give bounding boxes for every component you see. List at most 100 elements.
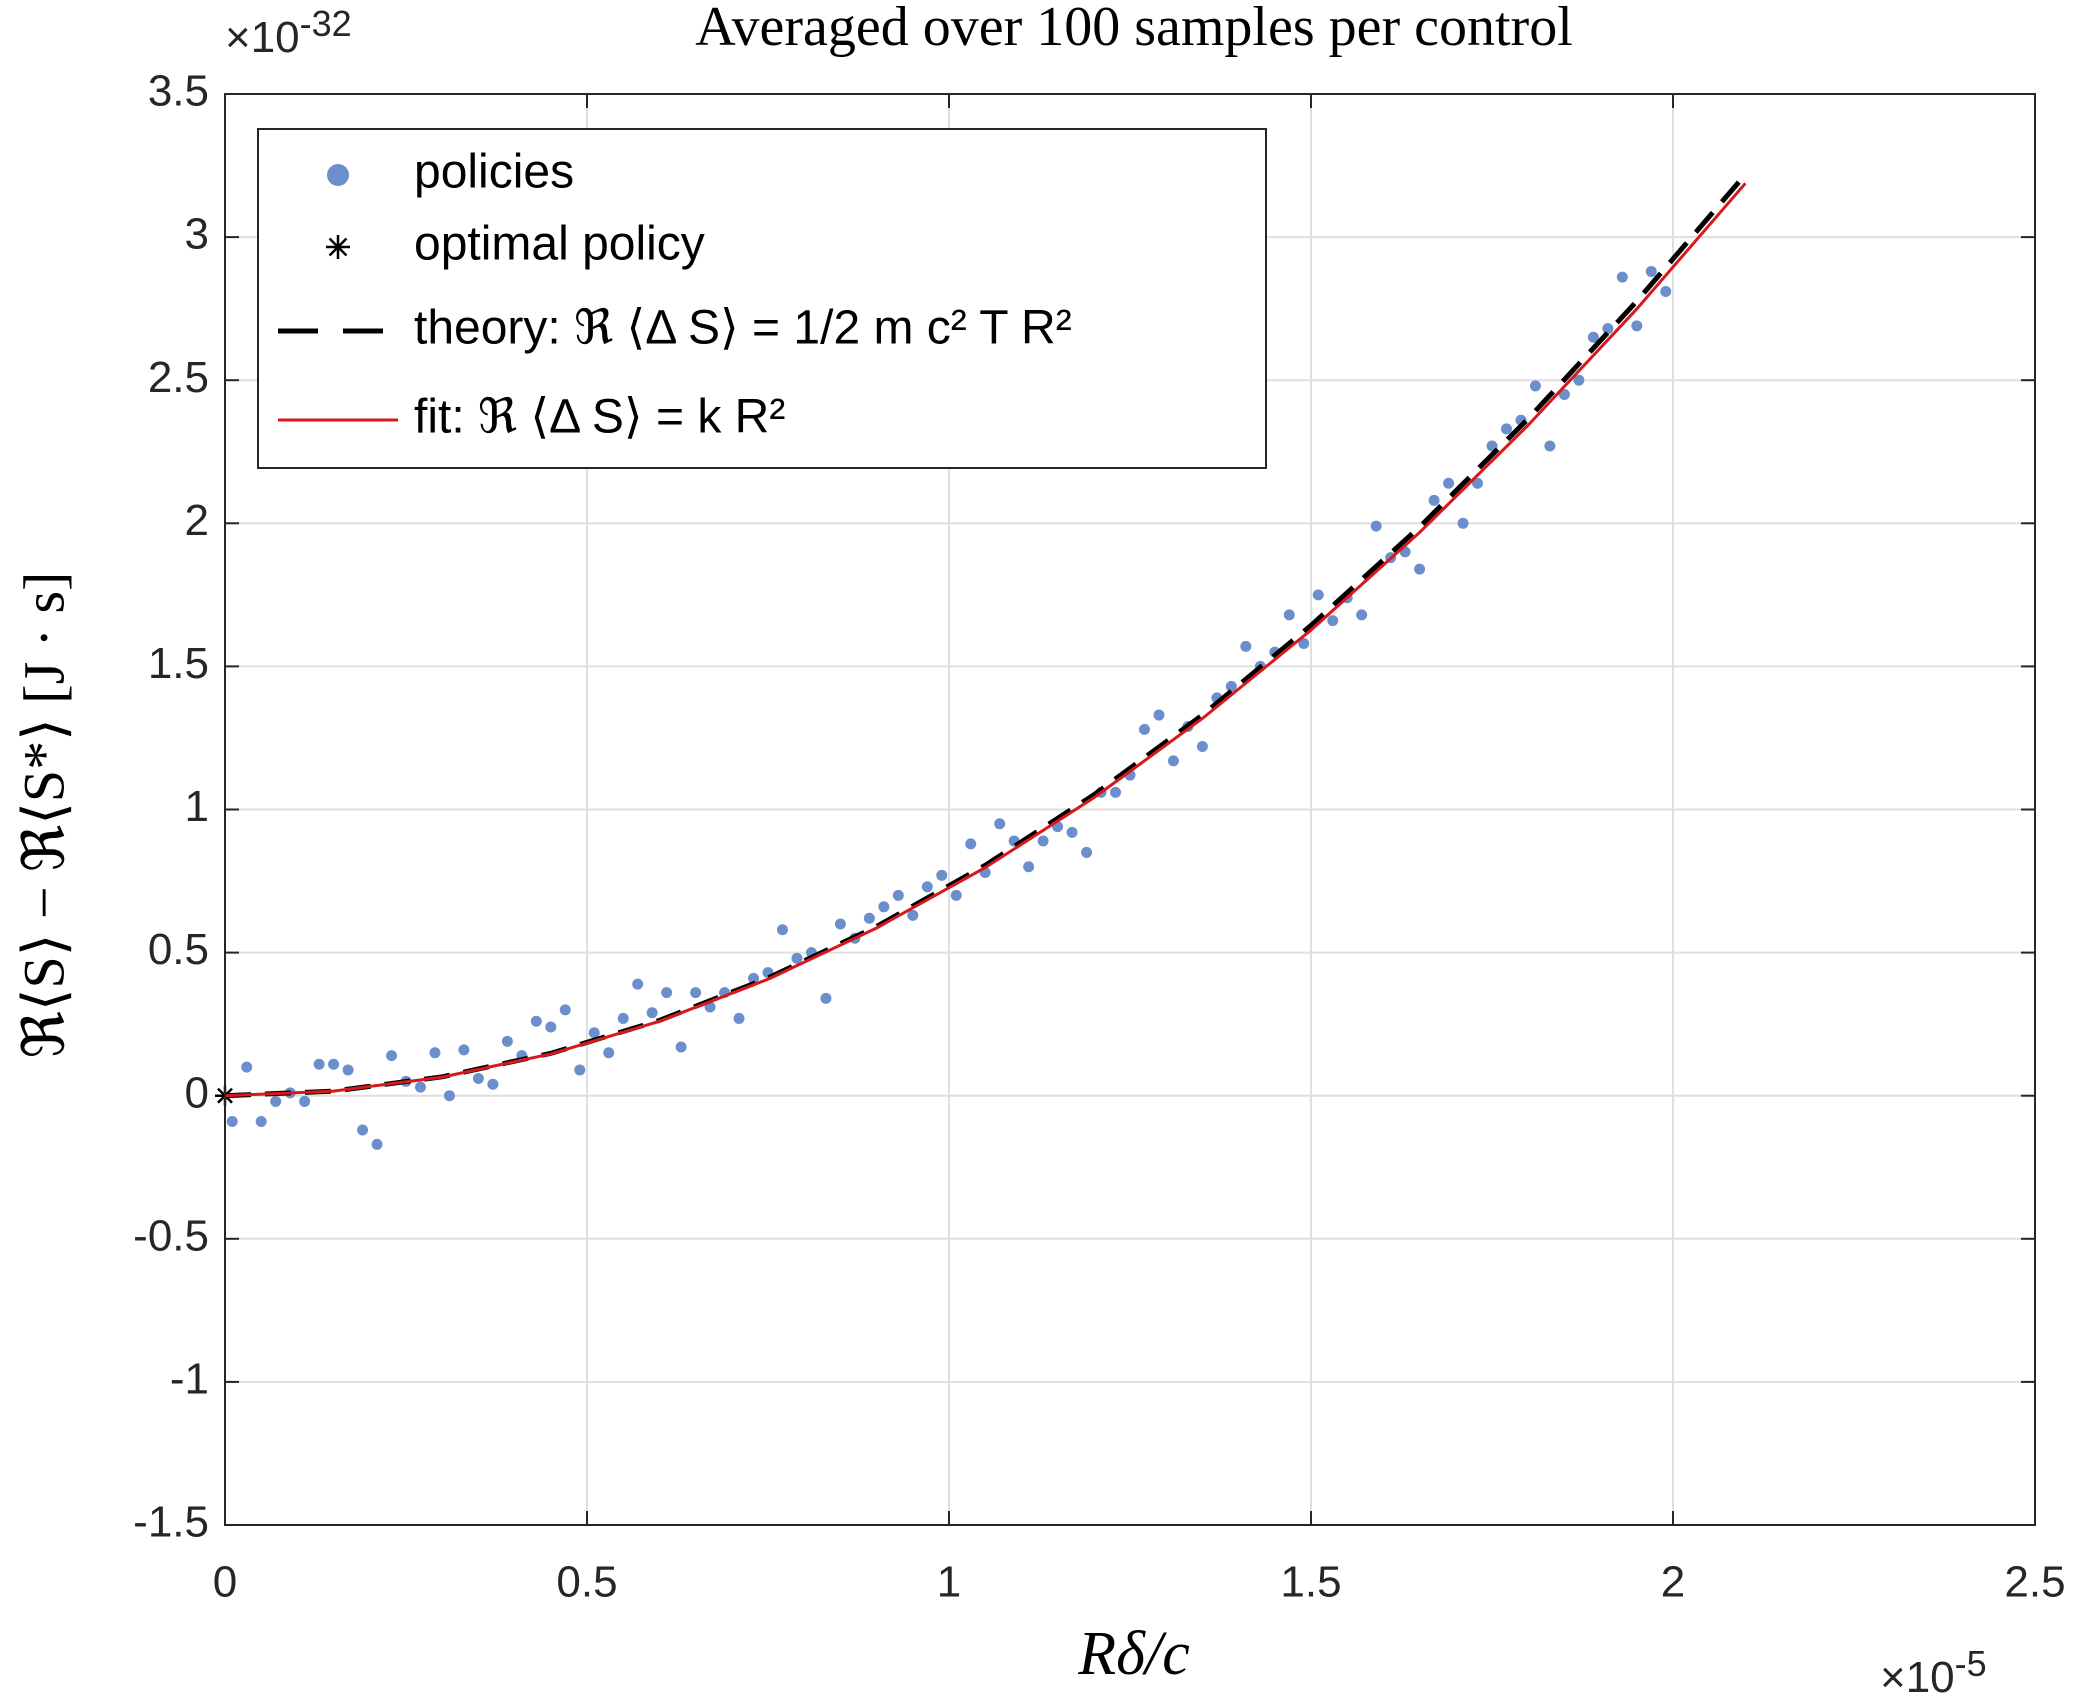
- policy-point: [1616, 271, 1628, 283]
- policy-point: [1645, 265, 1657, 277]
- policy-point: [1240, 640, 1252, 652]
- policy-point: [1472, 477, 1484, 489]
- x-tick-label: 2.5: [2004, 1558, 2065, 1607]
- policy-point: [429, 1047, 441, 1059]
- policy-point: [530, 1015, 542, 1027]
- policy-point: [559, 1004, 571, 1016]
- policy-point: [241, 1061, 253, 1073]
- y-tick-label: 2.5: [148, 353, 209, 402]
- policy-point: [892, 889, 904, 901]
- policy-point: [270, 1095, 282, 1107]
- policy-point: [1356, 609, 1368, 621]
- x-tick-label: 2: [1661, 1558, 1685, 1607]
- policy-point: [501, 1035, 513, 1047]
- x-multiplier-base: ×10: [1880, 1653, 1955, 1702]
- policy-point: [371, 1138, 383, 1150]
- y-tick-label: -1: [170, 1355, 209, 1404]
- policy-point: [748, 972, 760, 984]
- policy-point: [472, 1073, 484, 1085]
- policy-point: [1312, 589, 1324, 601]
- policy-point: [1023, 861, 1035, 873]
- policy-point: [1138, 723, 1150, 735]
- policy-point: [1428, 494, 1440, 506]
- policy-point: [936, 869, 948, 881]
- policy-point: [776, 924, 788, 936]
- policy-point: [820, 992, 832, 1004]
- y-tick-label: -1.5: [133, 1498, 209, 1547]
- y-tick-label: -0.5: [133, 1211, 209, 1260]
- legend-symbol: [326, 235, 350, 259]
- policy-point: [661, 987, 673, 999]
- legend-label: fit: ℜ ⟨Δ S⟩ = k R²: [414, 391, 785, 444]
- policy-point: [994, 818, 1006, 830]
- policy-point: [921, 881, 933, 893]
- policy-point: [675, 1041, 687, 1053]
- policy-point: [1167, 755, 1179, 767]
- policy-point: [1196, 741, 1208, 753]
- policy-point: [1066, 826, 1078, 838]
- policy-point: [357, 1124, 369, 1136]
- policy-point: [443, 1090, 455, 1102]
- x-tick-label: 0.5: [556, 1558, 617, 1607]
- curve: [224, 182, 1747, 1098]
- policy-point: [1529, 380, 1541, 392]
- policy-point: [1298, 638, 1310, 650]
- x-tick-label: 1: [937, 1558, 961, 1607]
- policy-point: [342, 1064, 354, 1076]
- x-tick-label: 0: [213, 1558, 237, 1607]
- policy-point: [574, 1064, 586, 1076]
- policy-point: [1414, 563, 1426, 575]
- policy-point: [1443, 477, 1455, 489]
- y-axis-label: ℜ⟨S⟩ − ℜ⟨S*⟩ [J · s]: [11, 572, 76, 1059]
- policy-point: [313, 1058, 325, 1070]
- policy-point: [733, 1012, 745, 1024]
- policy-point: [834, 918, 846, 930]
- policy-point: [458, 1044, 470, 1056]
- policy-point: [255, 1115, 267, 1127]
- policy-point: [414, 1081, 426, 1093]
- policy-point: [1587, 331, 1599, 343]
- y-tick-label: 1.5: [148, 639, 209, 688]
- policy-point: [603, 1047, 615, 1059]
- x-multiplier: ×10-5: [1880, 1643, 1987, 1702]
- policy-point: [1081, 846, 1093, 858]
- chart-title: Averaged over 100 samples per control: [695, 0, 1573, 58]
- y-tick-label: 3.5: [148, 67, 209, 116]
- policy-point: [907, 909, 919, 921]
- axes-box: [224, 93, 2036, 1526]
- policy-point: [1500, 423, 1512, 435]
- policy-point: [1544, 440, 1556, 452]
- legend-box: [257, 128, 1267, 469]
- legend-label: theory: ℜ ⟨Δ S⟩ = 1/2 m c² T R²: [414, 302, 1072, 355]
- policy-point: [386, 1050, 398, 1062]
- policy-point: [791, 952, 803, 964]
- policy-point: [545, 1021, 557, 1033]
- policy-point: [863, 912, 875, 924]
- y-multiplier-base: ×10: [225, 13, 300, 62]
- policy-point: [632, 978, 644, 990]
- policy-point: [1573, 374, 1585, 386]
- policy-point: [1370, 520, 1382, 532]
- policy-point: [1457, 517, 1469, 529]
- policy-point: [617, 1012, 629, 1024]
- policy-point: [1225, 680, 1237, 692]
- y-multiplier: ×10-32: [225, 3, 352, 62]
- policy-point: [1037, 835, 1049, 847]
- policy-point: [1631, 320, 1643, 332]
- y-tick-label: 2: [185, 496, 209, 545]
- y-tick-label: 3: [185, 210, 209, 259]
- policy-point: [487, 1078, 499, 1090]
- x-tick-label: 1.5: [1280, 1558, 1341, 1607]
- policy-point: [965, 838, 977, 850]
- policy-point: [1110, 786, 1122, 798]
- policy-point: [226, 1115, 238, 1127]
- policy-point: [646, 1007, 658, 1019]
- policy-point: [1602, 323, 1614, 335]
- policy-point: [299, 1095, 311, 1107]
- legend-symbol: [327, 164, 349, 186]
- policy-point: [950, 889, 962, 901]
- policy-point: [878, 901, 890, 913]
- policy-point: [328, 1058, 340, 1070]
